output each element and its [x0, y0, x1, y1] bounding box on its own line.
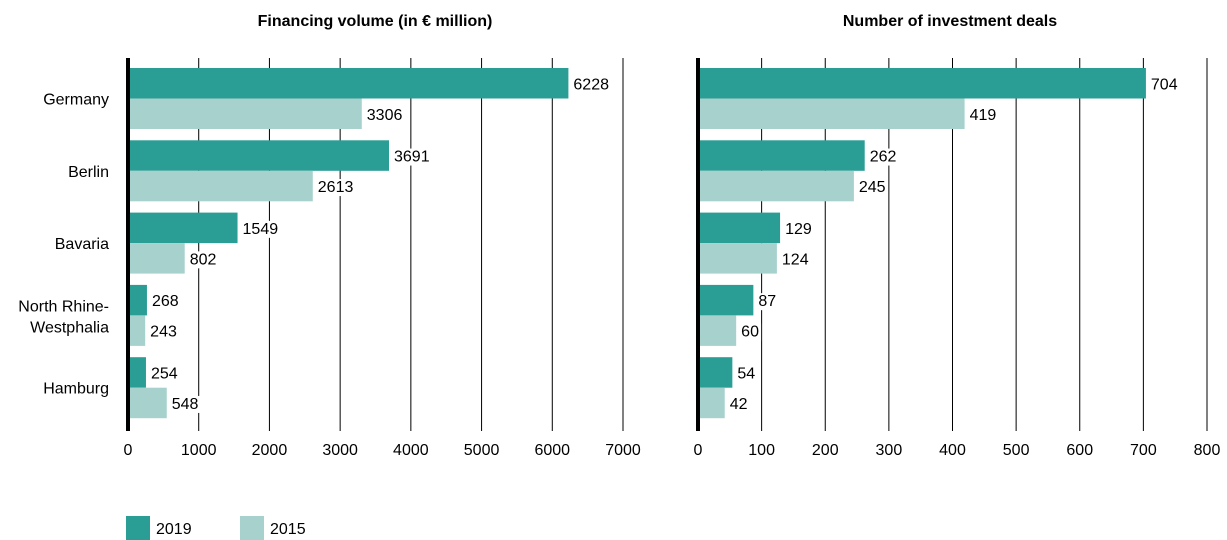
data-label-bg [315, 179, 356, 197]
bar-2019 [128, 68, 569, 99]
bar-2015 [698, 170, 854, 202]
investment-deals-chart: Number of investment deals 0 100 200 300 400 5… [694, 13, 1221, 459]
bar-2019 [698, 68, 1146, 99]
x-tick-label: 7000 [605, 442, 641, 459]
category-label: Bavaria [55, 236, 109, 253]
data-label-bg [364, 106, 405, 124]
bar-2019 [128, 212, 238, 244]
x-tick-label: 700 [1130, 442, 1157, 459]
bar-2019 [698, 212, 781, 244]
legend-swatch-2015 [240, 516, 264, 540]
x-tick-label: 6000 [534, 442, 570, 459]
legend-swatch-2019 [126, 516, 150, 540]
x-tick-label: 0 [694, 442, 703, 459]
data-label: 262 [870, 149, 897, 166]
data-label: 87 [758, 293, 776, 310]
data-label-bg [783, 220, 814, 238]
bar-2015 [128, 387, 167, 419]
data-label: 124 [782, 251, 809, 268]
x-tick-label: 3000 [322, 442, 358, 459]
data-label-bg [967, 106, 999, 124]
bar-2015 [698, 315, 737, 346]
bar-2019 [698, 357, 733, 388]
data-label: 245 [859, 179, 886, 196]
bar-2015 [128, 170, 313, 202]
category-label: North Rhine-Westphalia [18, 298, 109, 336]
data-label: 548 [172, 396, 199, 413]
data-label: 802 [190, 251, 217, 268]
category-label: Hamburg [43, 381, 109, 398]
data-label-bg [856, 179, 888, 197]
data-label-bg [756, 293, 779, 311]
data-label-bg [169, 395, 201, 413]
bar-2019 [698, 140, 865, 171]
bar-2015 [128, 98, 362, 129]
data-label-bg [739, 323, 762, 341]
bar-2019 [128, 140, 390, 171]
data-label-bg [240, 220, 281, 238]
bar-2019 [128, 284, 147, 316]
legend-label: 2015 [270, 521, 306, 538]
x-tick-label: 4000 [393, 442, 429, 459]
chart-title: Financing volume (in € million) [258, 13, 493, 30]
x-tick-label: 5000 [464, 442, 500, 459]
data-label: 1549 [243, 221, 279, 238]
data-label: 419 [970, 107, 997, 124]
x-tick-label: 300 [876, 442, 903, 459]
data-label: 704 [1151, 76, 1178, 93]
legend: 2019 2015 [126, 516, 306, 540]
data-label-bg [148, 365, 180, 383]
bar-2015 [128, 243, 185, 274]
data-label: 6228 [573, 76, 609, 93]
data-label: 268 [152, 293, 179, 310]
data-label: 3691 [394, 149, 430, 166]
x-tick-label: 400 [939, 442, 966, 459]
x-tick-label: 200 [812, 442, 839, 459]
data-label: 243 [150, 324, 177, 341]
bar-2019 [128, 357, 146, 388]
x-tick-label: 600 [1066, 442, 1093, 459]
bar-2015 [698, 243, 777, 274]
data-label-bg [148, 323, 179, 341]
bar-2015 [698, 98, 965, 129]
data-label: 2613 [318, 179, 354, 196]
data-label-bg [735, 365, 758, 383]
data-label-bg [779, 251, 811, 269]
financing-volume-chart: Financing volume (in € million) 0 1000 2000… [18, 13, 641, 459]
x-tick-label: 0 [124, 442, 133, 459]
category-label: Berlin [68, 164, 109, 181]
data-label-bg [571, 76, 612, 94]
bar-2015 [698, 387, 725, 419]
x-tick-label: 2000 [252, 442, 288, 459]
x-tick-label: 100 [748, 442, 775, 459]
x-tick-label: 1000 [181, 442, 217, 459]
data-label: 129 [785, 221, 812, 238]
data-label: 54 [737, 365, 755, 382]
data-label: 254 [151, 365, 178, 382]
data-label-bg [1148, 76, 1180, 94]
data-label: 42 [730, 396, 748, 413]
x-tick-label: 500 [1003, 442, 1030, 459]
chart-title: Number of investment deals [843, 13, 1057, 30]
bar-2015 [128, 315, 146, 346]
data-label-bg [187, 251, 219, 269]
data-label-bg [727, 395, 750, 413]
x-tick-label: 800 [1194, 442, 1221, 459]
category-label: Germany [43, 92, 109, 109]
legend-label: 2019 [156, 521, 192, 538]
data-label: 60 [741, 324, 759, 341]
data-label-bg [867, 148, 899, 166]
bar-2019 [698, 284, 754, 316]
data-label-bg [149, 293, 181, 311]
data-label-bg [392, 148, 432, 166]
data-label: 3306 [367, 107, 403, 124]
